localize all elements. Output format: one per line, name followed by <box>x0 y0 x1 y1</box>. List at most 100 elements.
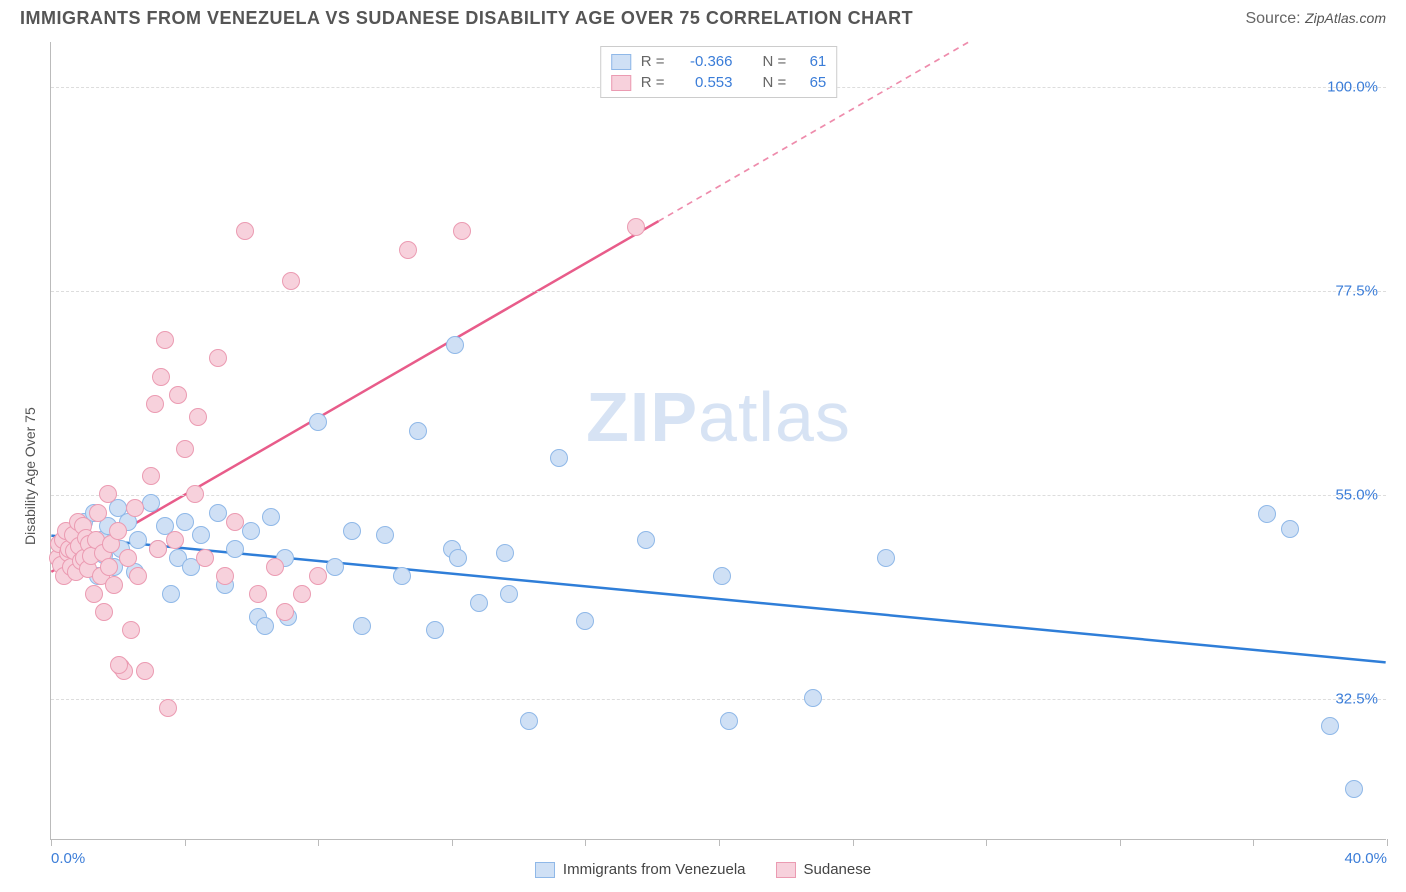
n-value: 61 <box>796 53 826 70</box>
watermark: ZIPatlas <box>586 377 851 457</box>
data-point <box>1281 520 1299 538</box>
data-point <box>262 508 280 526</box>
x-tick <box>719 839 720 846</box>
data-point <box>189 408 207 426</box>
data-point <box>209 504 227 522</box>
data-point <box>282 272 300 290</box>
data-point <box>249 585 267 603</box>
data-point <box>162 585 180 603</box>
n-value: 65 <box>796 74 826 91</box>
data-point <box>176 513 194 531</box>
data-point <box>119 549 137 567</box>
data-point <box>152 368 170 386</box>
data-point <box>326 558 344 576</box>
legend-series-item: Immigrants from Venezuela <box>535 861 746 878</box>
data-point <box>236 222 254 240</box>
x-tick <box>318 839 319 846</box>
legend-swatch <box>611 75 631 91</box>
r-label: R = <box>641 74 665 91</box>
data-point <box>309 413 327 431</box>
data-point <box>99 485 117 503</box>
plot-area: ZIPatlas R =-0.366N =61R =0.553N =65 32.… <box>50 42 1386 840</box>
data-point <box>627 218 645 236</box>
data-point <box>142 467 160 485</box>
r-label: R = <box>641 53 665 70</box>
data-point <box>105 576 123 594</box>
x-tick <box>452 839 453 846</box>
data-point <box>1258 505 1276 523</box>
data-point <box>149 540 167 558</box>
data-point <box>1345 780 1363 798</box>
legend-swatch <box>535 862 555 878</box>
data-point <box>376 526 394 544</box>
legend-stat-row: R =-0.366N =61 <box>611 53 827 70</box>
legend-series-label: Sudanese <box>804 861 872 878</box>
data-point <box>156 331 174 349</box>
data-point <box>89 504 107 522</box>
x-tick <box>1387 839 1388 846</box>
x-tick <box>853 839 854 846</box>
source-label: Source: ZipAtlas.com <box>1245 10 1386 28</box>
data-point <box>126 499 144 517</box>
data-point <box>720 712 738 730</box>
y-tick-label: 77.5% <box>1335 283 1378 300</box>
data-point <box>713 567 731 585</box>
r-value: 0.553 <box>675 74 733 91</box>
n-label: N = <box>763 53 787 70</box>
x-tick <box>51 839 52 846</box>
data-point <box>146 395 164 413</box>
trend-lines <box>51 42 1386 839</box>
data-point <box>446 336 464 354</box>
data-point <box>550 449 568 467</box>
legend-stat-row: R =0.553N =65 <box>611 74 827 91</box>
data-point <box>449 549 467 567</box>
data-point <box>276 603 294 621</box>
data-point <box>496 544 514 562</box>
data-point <box>1321 717 1339 735</box>
grid-line-h <box>51 495 1386 496</box>
data-point <box>166 531 184 549</box>
data-point <box>353 617 371 635</box>
data-point <box>520 712 538 730</box>
data-point <box>637 531 655 549</box>
x-tick <box>1120 839 1121 846</box>
y-tick-label: 55.0% <box>1335 487 1378 504</box>
data-point <box>226 540 244 558</box>
data-point <box>409 422 427 440</box>
data-point <box>426 621 444 639</box>
data-point <box>393 567 411 585</box>
data-point <box>877 549 895 567</box>
data-point <box>186 485 204 503</box>
data-point <box>129 531 147 549</box>
data-point <box>470 594 488 612</box>
legend-series: Immigrants from Venezuela Sudanese <box>0 861 1406 878</box>
data-point <box>159 699 177 717</box>
x-tick <box>1253 839 1254 846</box>
data-point <box>85 585 103 603</box>
source-value: ZipAtlas.com <box>1305 10 1386 26</box>
data-point <box>309 567 327 585</box>
legend-series-label: Immigrants from Venezuela <box>563 861 746 878</box>
data-point <box>129 567 147 585</box>
data-point <box>109 522 127 540</box>
data-point <box>216 567 234 585</box>
data-point <box>192 526 210 544</box>
data-point <box>209 349 227 367</box>
data-point <box>142 494 160 512</box>
data-point <box>136 662 154 680</box>
x-tick <box>986 839 987 846</box>
data-point <box>500 585 518 603</box>
data-point <box>100 558 118 576</box>
legend-series-item: Sudanese <box>776 861 872 878</box>
data-point <box>242 522 260 540</box>
data-point <box>196 549 214 567</box>
data-point <box>226 513 244 531</box>
data-point <box>399 241 417 259</box>
y-tick-label: 32.5% <box>1335 691 1378 708</box>
y-axis-label: Disability Age Over 75 <box>22 407 38 545</box>
data-point <box>804 689 822 707</box>
legend-stats: R =-0.366N =61R =0.553N =65 <box>600 46 838 98</box>
data-point <box>576 612 594 630</box>
data-point <box>176 440 194 458</box>
data-point <box>266 558 284 576</box>
